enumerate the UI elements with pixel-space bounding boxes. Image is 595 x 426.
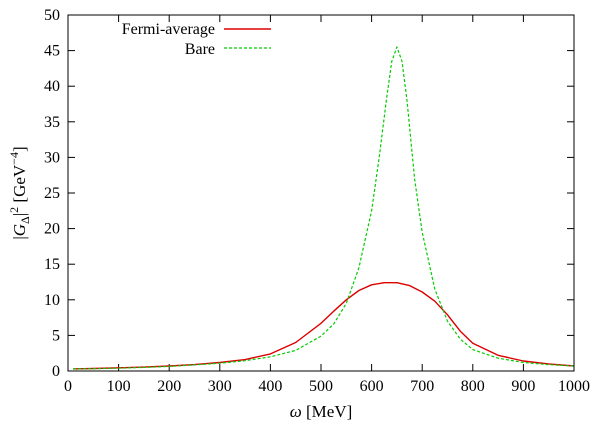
y-axis-unit: [GeV bbox=[10, 164, 29, 207]
legend-label-fermi: Fermi-average bbox=[122, 21, 215, 38]
x-axis-title: ω [MeV] bbox=[290, 402, 353, 421]
y-tick-label: 5 bbox=[52, 327, 60, 344]
legend: Fermi-average Bare bbox=[122, 21, 271, 58]
y-axis-unit-close: ] bbox=[10, 146, 29, 152]
lines-layer bbox=[73, 46, 575, 370]
x-tick-label: 500 bbox=[309, 378, 333, 395]
x-axis-symbol: ω bbox=[290, 402, 302, 421]
x-tick-label: 700 bbox=[410, 378, 434, 395]
y-tick-label: 40 bbox=[44, 78, 60, 95]
x-tick-label: 300 bbox=[208, 378, 232, 395]
plot-frame bbox=[67, 14, 575, 372]
x-tick-label: 900 bbox=[511, 378, 535, 395]
x-tick-label: 600 bbox=[360, 378, 384, 395]
y-axis-unit-power: −4 bbox=[7, 152, 21, 165]
x-tick-label: 0 bbox=[64, 378, 72, 395]
y-axis-bar-left: | bbox=[10, 236, 29, 239]
y-tick-label: 30 bbox=[44, 149, 60, 166]
x-tick-label: 200 bbox=[157, 378, 181, 395]
y-tick-label: 50 bbox=[44, 7, 60, 24]
y-tick-label: 45 bbox=[44, 43, 60, 60]
x-axis-unit: [MeV] bbox=[302, 402, 353, 421]
y-axis-title: |GΔ|2 [GeV−4] bbox=[7, 146, 32, 239]
y-tick-label: 20 bbox=[44, 221, 60, 238]
y-tick-label: 35 bbox=[44, 114, 60, 131]
x-tick-label: 1000 bbox=[558, 378, 590, 395]
y-axis-bar-right: | bbox=[10, 213, 29, 216]
series-line-bare bbox=[73, 46, 575, 370]
y-axis-subscript: Δ bbox=[18, 216, 32, 224]
y-axis-symbol: G bbox=[10, 224, 29, 236]
y-tick-label: 0 bbox=[52, 363, 60, 380]
y-axis-power: 2 bbox=[7, 207, 21, 213]
x-tick-label: 400 bbox=[258, 378, 282, 395]
x-tick-label: 100 bbox=[107, 378, 131, 395]
y-tick-label: 10 bbox=[44, 292, 60, 309]
y-tick-label: 25 bbox=[44, 185, 60, 202]
x-tick-label: 800 bbox=[461, 378, 485, 395]
ticks-layer: 0 100 200 300 400 500 600 700 800 900 1000 0 5 10 15 20… bbox=[44, 7, 590, 395]
legend-label-bare: Bare bbox=[185, 41, 215, 58]
y-tick-label: 15 bbox=[44, 256, 60, 273]
series-line-fermi-average bbox=[73, 282, 575, 370]
